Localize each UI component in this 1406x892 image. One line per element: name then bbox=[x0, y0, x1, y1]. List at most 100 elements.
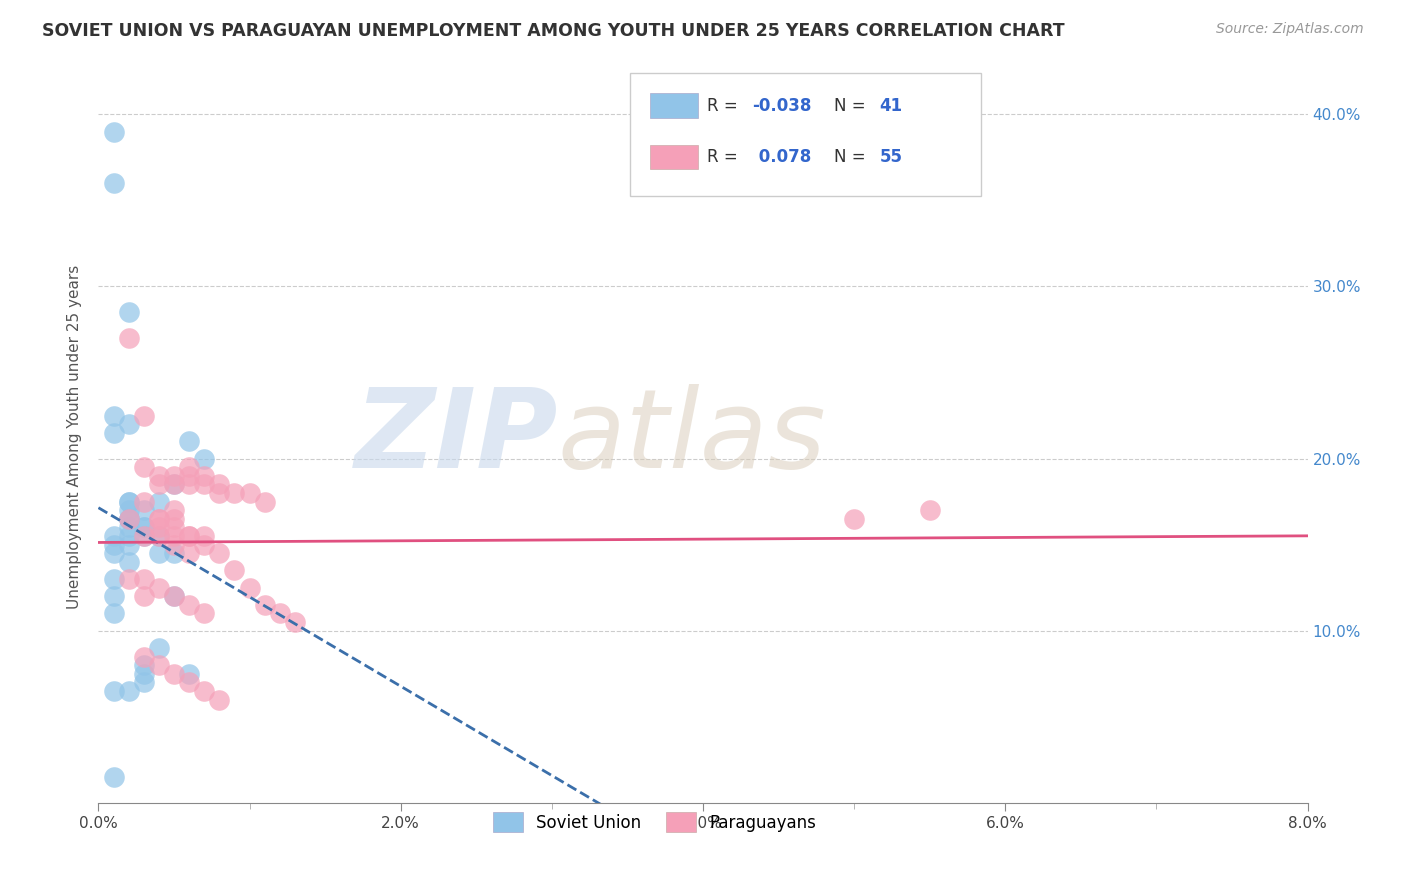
Point bbox=[118, 512, 141, 526]
Point bbox=[208, 546, 231, 560]
Text: N =: N = bbox=[834, 148, 870, 166]
Text: 41: 41 bbox=[880, 96, 903, 115]
Text: 0.078: 0.078 bbox=[752, 148, 811, 166]
Point bbox=[163, 477, 186, 491]
Point bbox=[103, 538, 125, 552]
Point bbox=[103, 546, 125, 560]
Point bbox=[103, 529, 125, 543]
Point bbox=[132, 503, 155, 517]
Point bbox=[103, 589, 125, 603]
Point bbox=[148, 477, 170, 491]
FancyBboxPatch shape bbox=[630, 73, 981, 195]
Point bbox=[148, 520, 170, 534]
Legend: Soviet Union, Paraguayans: Soviet Union, Paraguayans bbox=[486, 805, 823, 838]
Point bbox=[118, 417, 141, 432]
Text: SOVIET UNION VS PARAGUAYAN UNEMPLOYMENT AMONG YOUTH UNDER 25 YEARS CORRELATION C: SOVIET UNION VS PARAGUAYAN UNEMPLOYMENT … bbox=[42, 22, 1064, 40]
Point bbox=[253, 494, 276, 508]
Point bbox=[132, 460, 155, 475]
Point bbox=[163, 538, 186, 552]
Point bbox=[239, 581, 262, 595]
Point bbox=[284, 615, 307, 629]
Point bbox=[132, 675, 155, 690]
Point bbox=[193, 529, 215, 543]
Point bbox=[132, 494, 155, 508]
Point bbox=[224, 564, 246, 578]
Point bbox=[103, 684, 125, 698]
Point bbox=[103, 125, 125, 139]
Point bbox=[118, 512, 141, 526]
Point bbox=[132, 529, 155, 543]
Point bbox=[132, 520, 155, 534]
Point bbox=[179, 468, 201, 483]
Text: 55: 55 bbox=[880, 148, 903, 166]
Point bbox=[163, 589, 186, 603]
Point bbox=[148, 529, 170, 543]
Point bbox=[132, 520, 155, 534]
Point bbox=[148, 581, 170, 595]
Point bbox=[163, 468, 186, 483]
Point bbox=[148, 658, 170, 673]
Y-axis label: Unemployment Among Youth under 25 years: Unemployment Among Youth under 25 years bbox=[67, 265, 83, 609]
Point bbox=[103, 409, 125, 423]
Point bbox=[179, 460, 201, 475]
Text: R =: R = bbox=[707, 148, 742, 166]
Point bbox=[118, 331, 141, 345]
Point bbox=[163, 589, 186, 603]
Point bbox=[179, 529, 201, 543]
Point bbox=[118, 305, 141, 319]
FancyBboxPatch shape bbox=[650, 94, 699, 118]
Point bbox=[132, 649, 155, 664]
Point bbox=[239, 486, 262, 500]
Point bbox=[179, 675, 201, 690]
Point bbox=[103, 425, 125, 440]
Text: atlas: atlas bbox=[558, 384, 827, 491]
Text: ZIP: ZIP bbox=[354, 384, 558, 491]
FancyBboxPatch shape bbox=[650, 145, 699, 169]
Point bbox=[103, 176, 125, 190]
Point bbox=[193, 468, 215, 483]
Point bbox=[918, 503, 941, 517]
Point bbox=[253, 598, 276, 612]
Point bbox=[224, 486, 246, 500]
Point bbox=[118, 538, 141, 552]
Point bbox=[118, 555, 141, 569]
Point bbox=[179, 434, 201, 449]
Point bbox=[132, 572, 155, 586]
Point bbox=[193, 451, 215, 466]
Point bbox=[179, 598, 201, 612]
Point bbox=[148, 512, 170, 526]
Point bbox=[163, 477, 186, 491]
Point bbox=[179, 546, 201, 560]
Point bbox=[148, 468, 170, 483]
Text: Source: ZipAtlas.com: Source: ZipAtlas.com bbox=[1216, 22, 1364, 37]
Point bbox=[179, 529, 201, 543]
Point bbox=[118, 520, 141, 534]
Text: R =: R = bbox=[707, 96, 742, 115]
Point bbox=[163, 520, 186, 534]
Point bbox=[103, 607, 125, 621]
Text: -0.038: -0.038 bbox=[752, 96, 811, 115]
Text: N =: N = bbox=[834, 96, 870, 115]
Point bbox=[844, 512, 866, 526]
Point bbox=[163, 512, 186, 526]
Point bbox=[148, 512, 170, 526]
Point bbox=[132, 666, 155, 681]
Point bbox=[148, 640, 170, 655]
Point bbox=[163, 666, 186, 681]
Point bbox=[148, 529, 170, 543]
Point bbox=[193, 477, 215, 491]
Point bbox=[208, 477, 231, 491]
Point bbox=[179, 666, 201, 681]
Point bbox=[148, 546, 170, 560]
Point bbox=[148, 494, 170, 508]
Point bbox=[132, 589, 155, 603]
Point bbox=[118, 512, 141, 526]
Point bbox=[193, 684, 215, 698]
Point bbox=[103, 770, 125, 784]
Point bbox=[132, 658, 155, 673]
Point bbox=[118, 503, 141, 517]
Point bbox=[163, 503, 186, 517]
Point bbox=[193, 538, 215, 552]
Point bbox=[118, 684, 141, 698]
Point bbox=[118, 529, 141, 543]
